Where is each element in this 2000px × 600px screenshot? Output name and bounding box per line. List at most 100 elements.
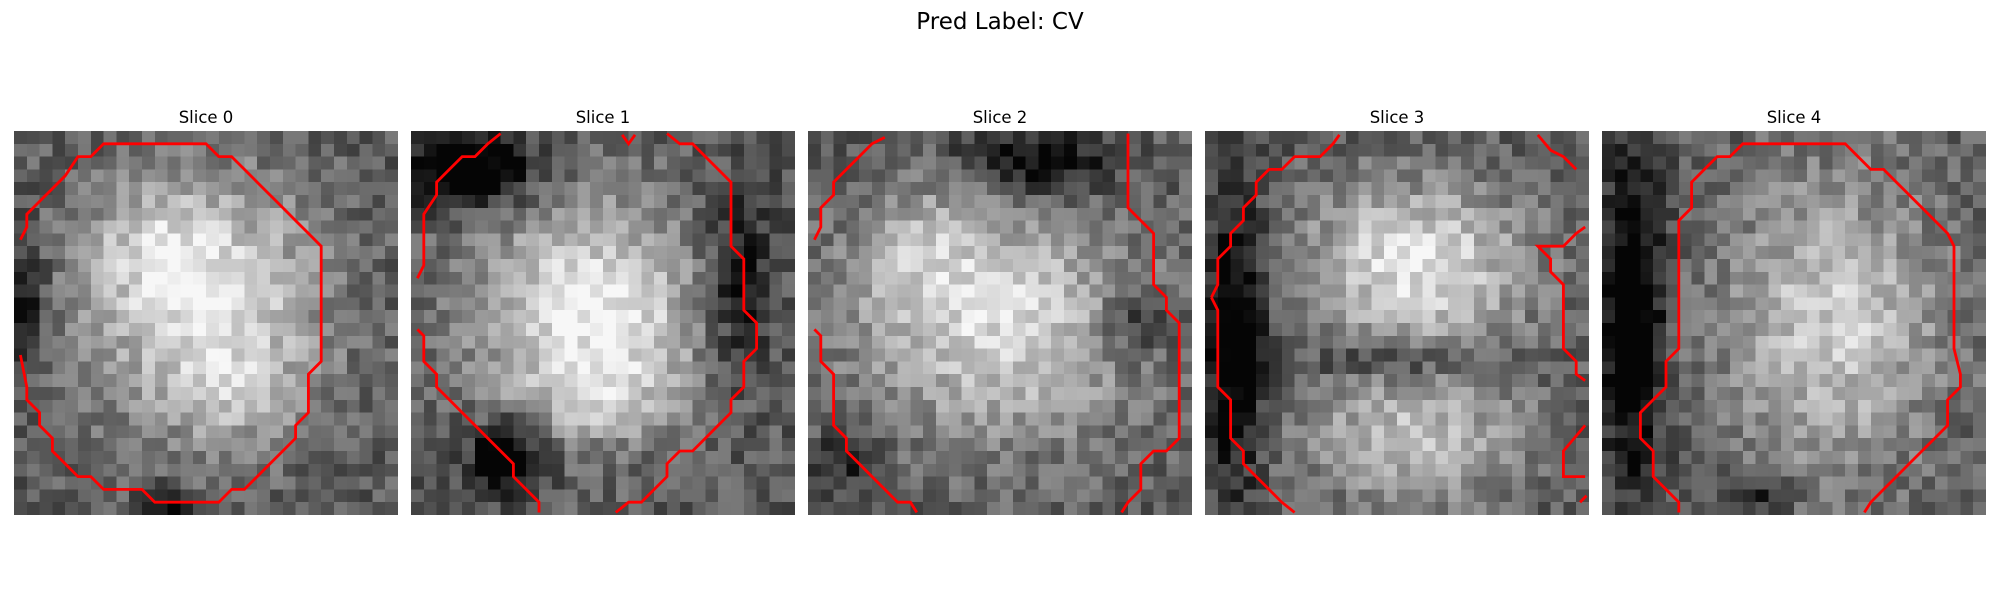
pixel <box>1051 156 1065 170</box>
pixel <box>782 143 795 157</box>
pixel <box>1102 323 1116 337</box>
pixel <box>26 246 40 260</box>
pixel <box>974 297 988 311</box>
pixel <box>1653 412 1667 426</box>
pixel <box>116 207 130 221</box>
pixel <box>1640 451 1654 465</box>
pixel <box>65 131 79 145</box>
pixel <box>346 131 360 145</box>
pixel <box>1678 438 1692 452</box>
pixel <box>1422 271 1436 285</box>
pixel <box>910 195 924 209</box>
pixel <box>1742 502 1756 515</box>
pixel <box>1179 246 1192 260</box>
pixel <box>1755 451 1769 465</box>
pixel <box>1012 207 1026 221</box>
pixel <box>692 297 706 311</box>
pixel <box>142 246 156 260</box>
pixel <box>577 233 591 247</box>
pixel <box>500 182 514 196</box>
pixel <box>1307 297 1321 311</box>
pixel <box>90 399 104 413</box>
pixel <box>526 502 540 515</box>
pixel <box>577 476 591 490</box>
pixel <box>513 348 527 362</box>
pixel <box>1409 463 1423 477</box>
pixel <box>1217 182 1231 196</box>
pixel <box>449 451 463 465</box>
pixel <box>1922 143 1936 157</box>
pixel <box>154 220 168 234</box>
pixel <box>948 310 962 324</box>
pixel <box>1230 374 1244 388</box>
pixel <box>743 463 757 477</box>
pixel <box>26 259 40 273</box>
pixel <box>1768 412 1782 426</box>
pixel <box>372 451 386 465</box>
pixel <box>1409 451 1423 465</box>
pixel <box>78 476 92 490</box>
pixel <box>1486 323 1500 337</box>
pixel <box>218 259 232 273</box>
pixel <box>385 463 398 477</box>
pixel <box>436 271 450 285</box>
pixel <box>1358 374 1372 388</box>
pixel <box>1730 220 1744 234</box>
pixel <box>1806 233 1820 247</box>
pixel <box>90 246 104 260</box>
pixel <box>129 425 143 439</box>
pixel <box>411 131 425 145</box>
pixel <box>1153 233 1167 247</box>
pixel <box>436 143 450 157</box>
pixel <box>14 259 28 273</box>
pixel <box>1115 259 1129 273</box>
pixel <box>308 374 322 388</box>
pixel <box>1000 233 1014 247</box>
pixel <box>526 143 540 157</box>
pixel <box>1115 207 1129 221</box>
pixel <box>884 438 898 452</box>
pixel <box>961 131 975 145</box>
pixel <box>1448 284 1462 298</box>
pixel <box>897 220 911 234</box>
pixel <box>1602 374 1616 388</box>
pixel <box>551 297 565 311</box>
pixel <box>282 195 296 209</box>
pixel <box>1704 182 1718 196</box>
pixel <box>1499 297 1513 311</box>
pixel <box>679 438 693 452</box>
pixel <box>1409 438 1423 452</box>
pixel <box>1256 284 1270 298</box>
pixel <box>603 463 617 477</box>
pixel <box>910 374 924 388</box>
pixel <box>321 476 335 490</box>
pixel <box>923 361 937 375</box>
pixel <box>334 489 348 503</box>
pixel <box>1269 271 1283 285</box>
pixel <box>590 195 604 209</box>
pixel <box>1537 284 1551 298</box>
pixel <box>449 182 463 196</box>
pixel <box>987 361 1001 375</box>
pixel <box>1358 131 1372 145</box>
pixel <box>78 131 92 145</box>
pixel <box>564 425 578 439</box>
pixel <box>782 438 795 452</box>
pixel <box>423 220 437 234</box>
pixel <box>1153 502 1167 515</box>
pixel <box>1230 399 1244 413</box>
pixel <box>615 348 629 362</box>
pixel <box>1012 323 1026 337</box>
pixel <box>1012 387 1026 401</box>
pixel <box>615 476 629 490</box>
pixel <box>961 489 975 503</box>
pixel <box>872 284 886 298</box>
pixel <box>1089 259 1103 273</box>
pixel <box>679 374 693 388</box>
pixel <box>321 259 335 273</box>
pixel <box>1140 425 1154 439</box>
pixel <box>449 195 463 209</box>
pixel <box>1742 438 1756 452</box>
pixel <box>1896 361 1910 375</box>
pixel <box>65 451 79 465</box>
